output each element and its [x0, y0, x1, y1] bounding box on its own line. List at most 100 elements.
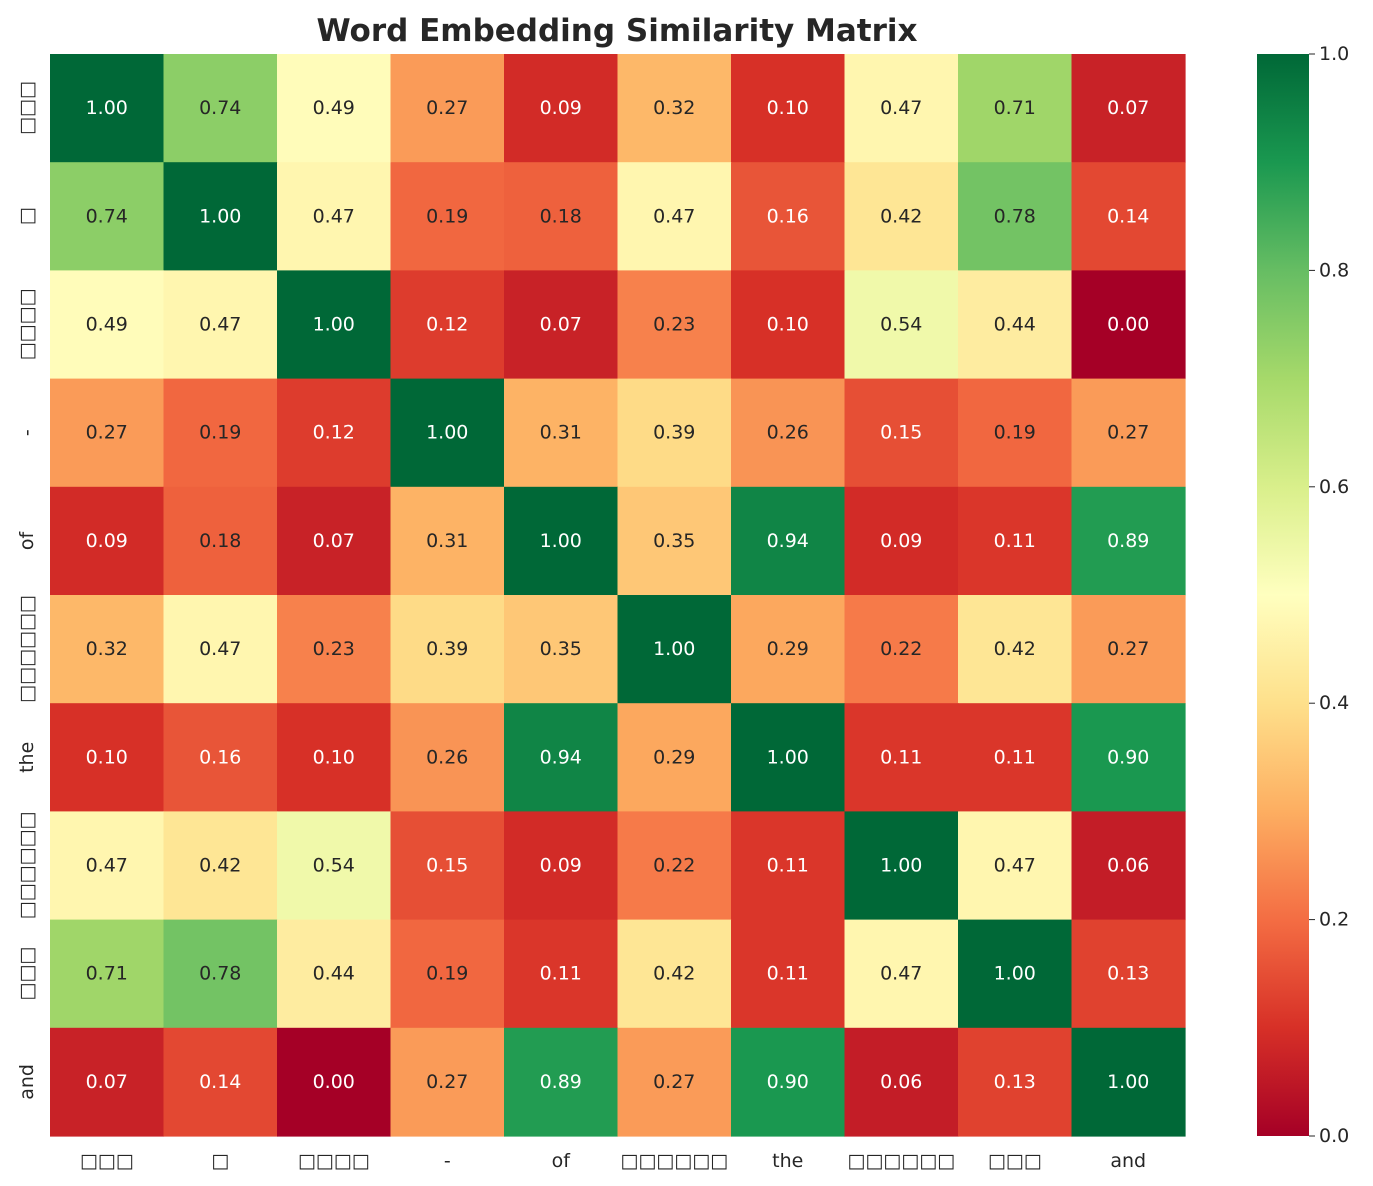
cell-value-label-r9-c7: 0.06	[880, 1071, 922, 1093]
cell-value-label-r9-c4: 0.89	[540, 1071, 582, 1093]
heatmap-cell-r2-c2	[277, 270, 392, 380]
y-tick-label-0: □□□	[16, 81, 38, 135]
cell-value-label-r4-c8: 0.11	[994, 530, 1036, 552]
cell-value-label-r0-c7: 0.47	[880, 97, 922, 119]
cell-value-label-r4-c0: 0.09	[86, 530, 128, 552]
cell-value-label-r9-c9: 1.00	[1107, 1071, 1149, 1093]
heatmap-cell-r5-c4	[504, 595, 619, 704]
x-tick-label-8: □□□	[988, 1150, 1042, 1172]
cell-value-label-r7-c9: 0.06	[1107, 855, 1149, 877]
cell-value-label-r4-c6: 0.94	[767, 530, 809, 552]
cell-value-label-r8-c7: 0.47	[880, 963, 922, 985]
cell-value-label-r2-c1: 0.47	[199, 314, 241, 336]
cell-value-label-r5-c3: 0.39	[426, 638, 468, 660]
cell-value-label-r8-c3: 0.19	[426, 963, 468, 985]
cell-value-label-r6-c1: 0.16	[199, 746, 241, 768]
cell-value-label-r2-c9: 0.00	[1107, 314, 1149, 336]
heatmap-cell-r6-c8	[958, 703, 1073, 812]
cell-value-label-r9-c8: 0.13	[994, 1071, 1036, 1093]
cell-value-label-r7-c3: 0.15	[426, 855, 468, 877]
heatmap-cell-r0-c9	[1071, 54, 1186, 163]
heatmap-cell-r4-c0	[50, 486, 165, 596]
cell-value-label-r7-c2: 0.54	[313, 855, 355, 877]
heatmap-cell-r3-c7	[844, 378, 959, 488]
heatmap-cell-r0-c8	[958, 54, 1073, 163]
y-tick-label-9: and	[16, 1064, 38, 1100]
heatmap-cell-r7-c1	[163, 811, 278, 921]
cell-value-label-r3-c1: 0.19	[199, 422, 241, 444]
cell-value-label-r7-c4: 0.09	[540, 855, 582, 877]
cell-value-label-r1-c1: 1.00	[199, 205, 241, 227]
heatmap-cell-r8-c1	[163, 919, 278, 1029]
heatmap-cell-r9-c1	[163, 1027, 278, 1137]
heatmap-cell-r4-c7	[844, 486, 959, 596]
cell-value-label-r2-c5: 0.23	[653, 314, 695, 336]
y-tick-label-4: of	[16, 530, 38, 550]
heatmap-cell-r5-c2	[277, 595, 392, 704]
cell-value-label-r9-c0: 0.07	[86, 1071, 128, 1093]
cell-value-label-r1-c7: 0.42	[880, 205, 922, 227]
cell-value-label-r1-c8: 0.78	[994, 205, 1036, 227]
heatmap-cell-r7-c2	[277, 811, 392, 921]
cell-value-label-r3-c7: 0.15	[880, 422, 922, 444]
colorbar-tick-label-0: 0.0	[1319, 1125, 1349, 1147]
cell-value-label-r5-c6: 0.29	[767, 638, 809, 660]
y-tick-label-1: □	[16, 207, 38, 225]
cell-value-label-r2-c4: 0.07	[540, 314, 582, 336]
heatmap-cell-r6-c1	[163, 703, 278, 812]
heatmap-cell-r6-c6	[731, 703, 846, 812]
cell-value-label-r6-c4: 0.94	[540, 746, 582, 768]
cell-value-label-r8-c1: 0.78	[199, 963, 241, 985]
cell-value-label-r4-c7: 0.09	[880, 530, 922, 552]
cell-value-label-r2-c7: 0.54	[880, 314, 922, 336]
heatmap-cell-r8-c0	[50, 919, 165, 1029]
heatmap-cell-r2-c4	[504, 270, 619, 380]
cell-value-label-r1-c2: 0.47	[313, 205, 355, 227]
cell-value-label-r7-c7: 1.00	[880, 855, 922, 877]
heatmap-cell-r3-c0	[50, 378, 165, 488]
colorbar-tick-label-5: 1.0	[1319, 43, 1349, 65]
cell-value-label-r8-c9: 0.13	[1107, 963, 1149, 985]
heatmap-cell-r2-c0	[50, 270, 165, 380]
heatmap-cell-r9-c8	[958, 1027, 1073, 1137]
heatmap-cell-r9-c4	[504, 1027, 619, 1137]
heatmap-cell-r8-c6	[731, 919, 846, 1029]
heatmap-cell-r8-c4	[504, 919, 619, 1029]
heatmap-cell-r6-c2	[277, 703, 392, 812]
cell-value-label-r0-c3: 0.27	[426, 97, 468, 119]
cell-value-label-r9-c1: 0.14	[199, 1071, 241, 1093]
heatmap-cell-r2-c5	[617, 270, 732, 380]
cell-value-label-r5-c8: 0.42	[994, 638, 1036, 660]
colorbar-tick-label-1: 0.2	[1319, 909, 1349, 931]
heatmap-cell-r4-c3	[390, 486, 505, 596]
cell-value-label-r3-c9: 0.27	[1107, 422, 1149, 444]
heatmap-cell-r0-c5	[617, 54, 732, 163]
chart-title: Word Embedding Similarity Matrix	[316, 13, 917, 49]
x-tick-label-5: □□□□□□	[620, 1150, 728, 1172]
heatmap-cell-r8-c8	[958, 919, 1073, 1029]
heatmap-cell-r3-c1	[163, 378, 278, 488]
cell-value-label-r5-c9: 0.27	[1107, 638, 1149, 660]
cell-value-label-r3-c3: 1.00	[426, 422, 468, 444]
cell-value-label-r6-c7: 0.11	[880, 746, 922, 768]
heatmap-cell-r8-c7	[844, 919, 959, 1029]
heatmap-cell-r1-c6	[731, 162, 846, 271]
heatmap-cell-r2-c8	[958, 270, 1073, 380]
heatmap-cell-r1-c2	[277, 162, 392, 271]
cell-value-label-r7-c5: 0.22	[653, 855, 695, 877]
cell-value-label-r2-c6: 0.10	[767, 314, 809, 336]
cell-value-label-r2-c0: 0.49	[86, 314, 128, 336]
cell-value-label-r0-c8: 0.71	[994, 97, 1036, 119]
cell-value-label-r9-c5: 0.27	[653, 1071, 695, 1093]
heatmap-cell-r9-c0	[50, 1027, 165, 1137]
heatmap-cell-r9-c9	[1071, 1027, 1186, 1137]
heatmap-cell-r4-c4	[504, 486, 619, 596]
colorbar-tick-label-3: 0.6	[1319, 476, 1349, 498]
heatmap-cell-r4-c1	[163, 486, 278, 596]
heatmap-cell-r9-c3	[390, 1027, 505, 1137]
heatmap-cell-r5-c7	[844, 595, 959, 704]
heatmap-cell-r2-c3	[390, 270, 505, 380]
x-tick-label-0: □□□	[80, 1150, 134, 1172]
heatmap-cell-r7-c3	[390, 811, 505, 921]
heatmap-cell-r7-c7	[844, 811, 959, 921]
